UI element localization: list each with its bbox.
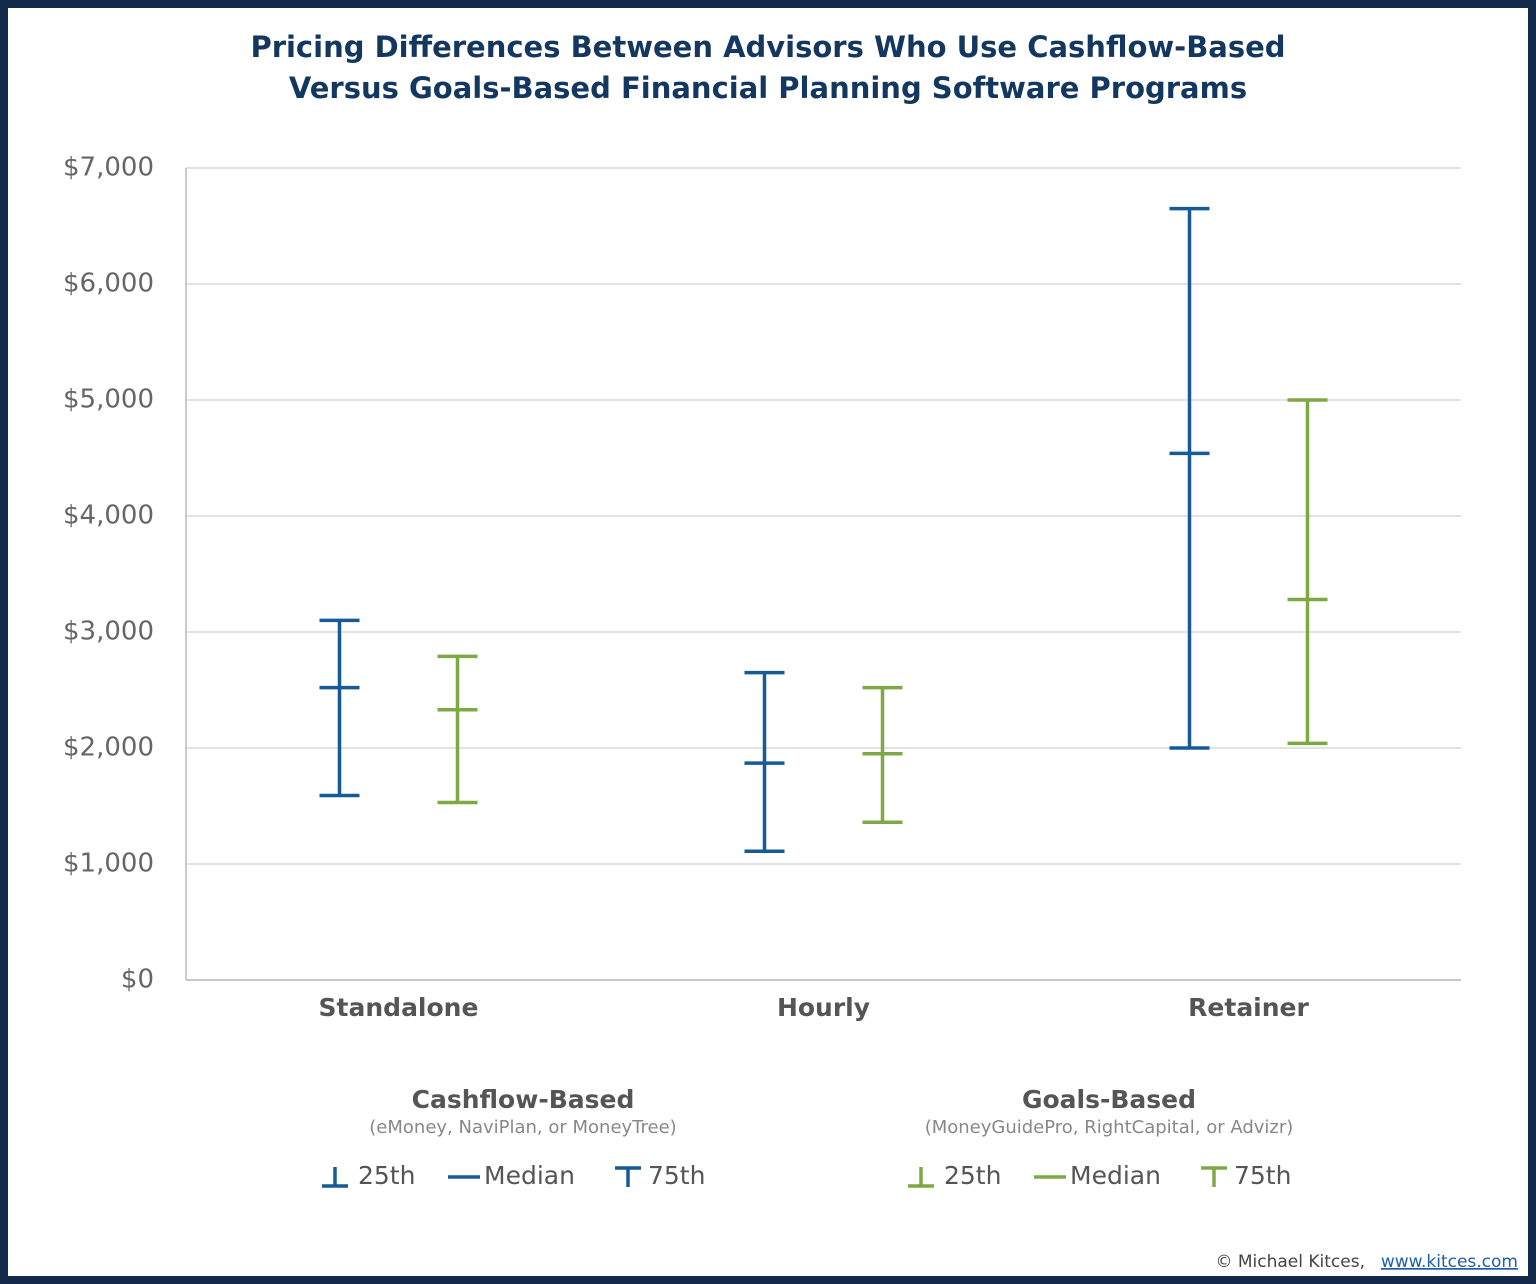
chart-title: Versus Goals-Based Financial Planning So… — [289, 71, 1247, 105]
chart-title: Pricing Differences Between Advisors Who… — [250, 30, 1285, 64]
legend-subtitle: (eMoney, NaviPlan, or MoneyTree) — [369, 1117, 676, 1138]
credit-link[interactable]: www.kitces.com — [1381, 1252, 1518, 1272]
legend-subtitle: (MoneyGuidePro, RightCapital, or Advizr) — [925, 1117, 1294, 1138]
legend-label: 25th — [944, 1161, 1001, 1190]
x-tick-label: Retainer — [1188, 993, 1309, 1022]
legend-label: 25th — [358, 1161, 415, 1190]
legend-label: 75th — [1234, 1161, 1291, 1190]
legend-label: 75th — [648, 1161, 705, 1190]
y-tick-label: $1,000 — [63, 849, 154, 879]
legend-heading: Goals-Based — [1022, 1085, 1196, 1114]
y-tick-label: $5,000 — [63, 385, 154, 415]
y-tick-label: $3,000 — [63, 617, 154, 647]
y-tick-label: $7,000 — [63, 153, 154, 183]
credit: © Michael Kitces, — [1215, 1252, 1365, 1272]
legend-label: Median — [484, 1161, 575, 1190]
legend-label: Median — [1070, 1161, 1161, 1190]
legend-heading: Cashflow-Based — [412, 1085, 635, 1114]
x-tick-label: Hourly — [777, 993, 870, 1022]
y-tick-label: $6,000 — [63, 269, 154, 299]
y-tick-label: $0 — [121, 965, 154, 995]
x-tick-label: Standalone — [319, 993, 479, 1022]
y-tick-label: $4,000 — [63, 501, 154, 531]
y-tick-label: $2,000 — [63, 733, 154, 763]
